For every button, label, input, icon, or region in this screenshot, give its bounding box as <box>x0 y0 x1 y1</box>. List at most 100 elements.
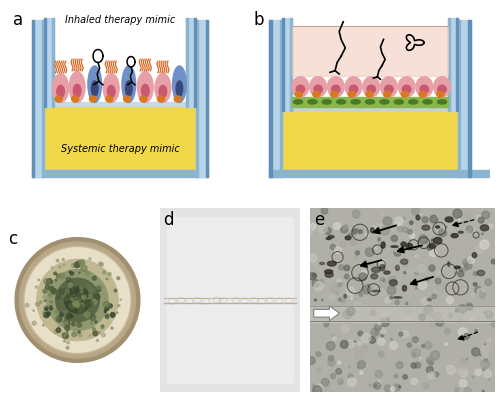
Circle shape <box>343 310 351 319</box>
Bar <box>458 20 471 177</box>
Circle shape <box>346 341 352 347</box>
Circle shape <box>458 305 466 313</box>
Circle shape <box>399 332 403 336</box>
Circle shape <box>398 386 400 388</box>
Circle shape <box>44 300 46 301</box>
Circle shape <box>463 259 470 266</box>
Circle shape <box>346 287 355 296</box>
Circle shape <box>492 260 496 264</box>
Circle shape <box>344 264 348 268</box>
Circle shape <box>360 270 368 278</box>
Bar <box>196 20 198 177</box>
Circle shape <box>482 233 484 235</box>
Circle shape <box>463 337 466 340</box>
Circle shape <box>56 296 60 299</box>
Circle shape <box>382 244 386 248</box>
Circle shape <box>74 262 80 268</box>
Circle shape <box>358 315 360 316</box>
Circle shape <box>86 294 92 299</box>
Circle shape <box>374 384 376 387</box>
Ellipse shape <box>320 262 324 265</box>
Circle shape <box>386 316 390 320</box>
Circle shape <box>74 302 78 305</box>
Circle shape <box>404 264 408 268</box>
Circle shape <box>412 348 420 358</box>
Bar <box>290 18 292 111</box>
Circle shape <box>391 339 392 340</box>
Circle shape <box>336 368 342 374</box>
Circle shape <box>434 372 438 377</box>
Ellipse shape <box>104 74 119 102</box>
Ellipse shape <box>122 66 136 102</box>
Bar <box>269 20 272 177</box>
Bar <box>186 18 188 107</box>
Circle shape <box>332 387 334 390</box>
Circle shape <box>80 286 82 289</box>
Circle shape <box>40 301 42 303</box>
Circle shape <box>390 342 398 349</box>
Circle shape <box>464 267 468 271</box>
Circle shape <box>347 340 354 347</box>
Circle shape <box>70 315 73 318</box>
Circle shape <box>72 292 76 298</box>
Circle shape <box>158 96 164 102</box>
Circle shape <box>424 342 432 349</box>
Circle shape <box>362 285 371 294</box>
Circle shape <box>82 295 86 300</box>
Circle shape <box>384 91 391 97</box>
Ellipse shape <box>345 236 351 240</box>
Bar <box>292 107 448 110</box>
Circle shape <box>476 215 482 220</box>
Ellipse shape <box>472 253 476 258</box>
Circle shape <box>330 284 339 293</box>
Circle shape <box>360 371 363 374</box>
Circle shape <box>370 383 372 385</box>
Ellipse shape <box>432 239 434 242</box>
Ellipse shape <box>52 74 68 102</box>
Circle shape <box>481 359 490 368</box>
Circle shape <box>316 384 322 390</box>
Circle shape <box>73 295 78 300</box>
Circle shape <box>397 266 398 267</box>
Circle shape <box>316 368 321 373</box>
Circle shape <box>436 210 445 218</box>
Circle shape <box>402 330 409 338</box>
Circle shape <box>376 224 382 230</box>
Circle shape <box>74 288 78 292</box>
Circle shape <box>389 276 396 284</box>
Circle shape <box>482 368 486 370</box>
Circle shape <box>354 298 357 301</box>
Circle shape <box>378 321 382 325</box>
Circle shape <box>489 224 493 228</box>
Circle shape <box>46 300 48 302</box>
Circle shape <box>66 324 70 327</box>
Circle shape <box>488 378 490 380</box>
Circle shape <box>436 281 445 290</box>
Circle shape <box>106 278 108 280</box>
Ellipse shape <box>396 265 400 270</box>
Circle shape <box>344 274 349 279</box>
Ellipse shape <box>428 298 431 301</box>
Circle shape <box>334 291 338 295</box>
Circle shape <box>391 347 393 348</box>
Circle shape <box>454 269 458 273</box>
Circle shape <box>419 235 428 244</box>
Ellipse shape <box>436 226 440 228</box>
Ellipse shape <box>384 271 390 274</box>
Bar <box>448 18 450 111</box>
Circle shape <box>110 312 115 317</box>
Circle shape <box>348 378 356 386</box>
Circle shape <box>475 330 477 332</box>
Circle shape <box>62 258 64 260</box>
Circle shape <box>338 379 344 384</box>
Circle shape <box>140 96 147 102</box>
Circle shape <box>336 221 342 228</box>
Circle shape <box>419 314 426 320</box>
Circle shape <box>48 314 50 316</box>
Circle shape <box>481 344 490 353</box>
Circle shape <box>430 322 436 328</box>
Circle shape <box>434 372 438 376</box>
Bar <box>44 107 196 170</box>
Circle shape <box>330 91 338 97</box>
Circle shape <box>390 296 392 299</box>
